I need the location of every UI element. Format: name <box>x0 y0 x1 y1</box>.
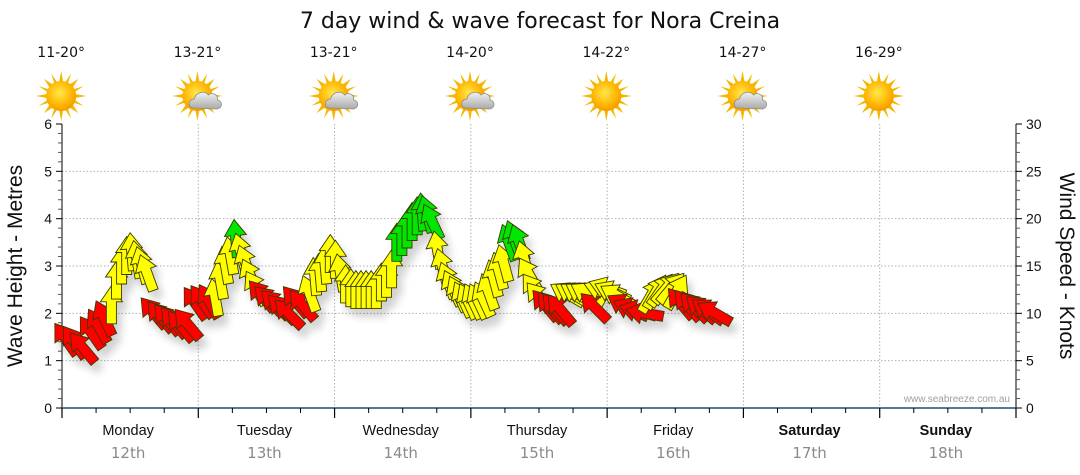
x-axis-labels: Monday 12th Tuesday 13th Wednesday 14th Thursd… <box>102 423 972 462</box>
weather-row: 11-20° 13-21° 13-21° 14-20° 14-22° 14-27° 16-2… <box>35 45 905 122</box>
partly-cloudy-icon <box>172 70 223 122</box>
day-label: Friday <box>653 423 694 439</box>
y-tick-label-right: 0 <box>1026 400 1034 416</box>
cloud-shape <box>188 91 222 110</box>
day-label: Thursday <box>507 423 568 439</box>
arrow-shape <box>580 292 613 325</box>
y-tick-label-right: 10 <box>1026 305 1042 321</box>
date-label: 12th <box>111 444 145 462</box>
day-label: Tuesday <box>237 423 293 439</box>
chart-title: 7 day wind & wave forecast for Nora Crei… <box>300 9 780 34</box>
cloud-shape <box>461 91 495 110</box>
y-axis-right-title: Wind Speed - Knots <box>1055 173 1078 360</box>
date-label: 16th <box>656 444 690 462</box>
y-tick-label-left: 5 <box>44 163 52 179</box>
y-tick-label-left: 2 <box>44 305 52 321</box>
temperature-label: 16-29° <box>855 45 903 61</box>
wind-arrow <box>174 308 205 343</box>
temperature-label: 11-20° <box>37 45 85 61</box>
arrow-shape <box>134 254 159 293</box>
wind-arrow <box>69 332 100 367</box>
wind-arrows <box>54 192 735 367</box>
sunny-icon <box>581 70 632 122</box>
y-tick-label-right: 20 <box>1026 211 1042 227</box>
arrow-shape <box>697 301 735 328</box>
y-tick-label-left: 1 <box>44 353 52 369</box>
date-label: 17th <box>792 444 826 462</box>
temperature-label: 14-22° <box>582 45 630 61</box>
y-tick-label-right: 5 <box>1026 353 1034 369</box>
date-label: 15th <box>520 444 554 462</box>
day-label: Monday <box>102 423 154 439</box>
cloud-shape <box>324 91 359 110</box>
wind-arrow <box>580 292 613 325</box>
y-tick-label-left: 0 <box>44 400 52 416</box>
temperature-label: 14-20° <box>446 45 494 61</box>
date-label: 13th <box>247 444 281 462</box>
partly-cloudy-icon <box>444 70 496 122</box>
partly-cloudy-icon <box>308 70 359 122</box>
sunny-icon <box>853 70 905 122</box>
temperature-label: 14-27° <box>719 45 767 61</box>
temperature-label: 13-21° <box>174 45 222 61</box>
sunny-icon <box>35 70 87 122</box>
cloud-shape <box>733 91 767 110</box>
y-tick-label-left: 3 <box>44 258 52 274</box>
grid-lines <box>62 124 1016 408</box>
wind-arrow <box>547 294 578 329</box>
arrow-shape <box>174 308 205 343</box>
sun-disc <box>591 81 622 111</box>
y-tick-label-right: 30 <box>1026 116 1042 132</box>
temperature-label: 13-21° <box>310 45 358 61</box>
wind-arrow <box>697 301 735 328</box>
y-tick-label-right: 25 <box>1026 163 1042 179</box>
arrow-shape <box>547 294 578 329</box>
sun-disc <box>863 81 894 111</box>
y-tick-label-right: 15 <box>1026 258 1042 274</box>
wind-arrow <box>134 254 159 293</box>
sun-disc <box>46 81 77 111</box>
day-label: Sunday <box>920 423 972 439</box>
day-label: Saturday <box>779 423 841 439</box>
partly-cloudy-icon <box>717 70 768 122</box>
axes: 0 1 2 3 4 5 6 0 5 10 15 20 25 30 <box>44 116 1042 418</box>
date-label: 18th <box>929 444 963 462</box>
credit-text: www.seabreeze.com.au <box>903 394 1010 405</box>
arrow-shape <box>69 332 100 367</box>
day-label: Wednesday <box>363 423 440 439</box>
y-tick-label-left: 6 <box>44 116 52 132</box>
y-axis-left-title: Wave Height - Metres <box>4 165 27 367</box>
y-tick-label-left: 4 <box>44 211 52 227</box>
date-label: 14th <box>383 444 417 462</box>
